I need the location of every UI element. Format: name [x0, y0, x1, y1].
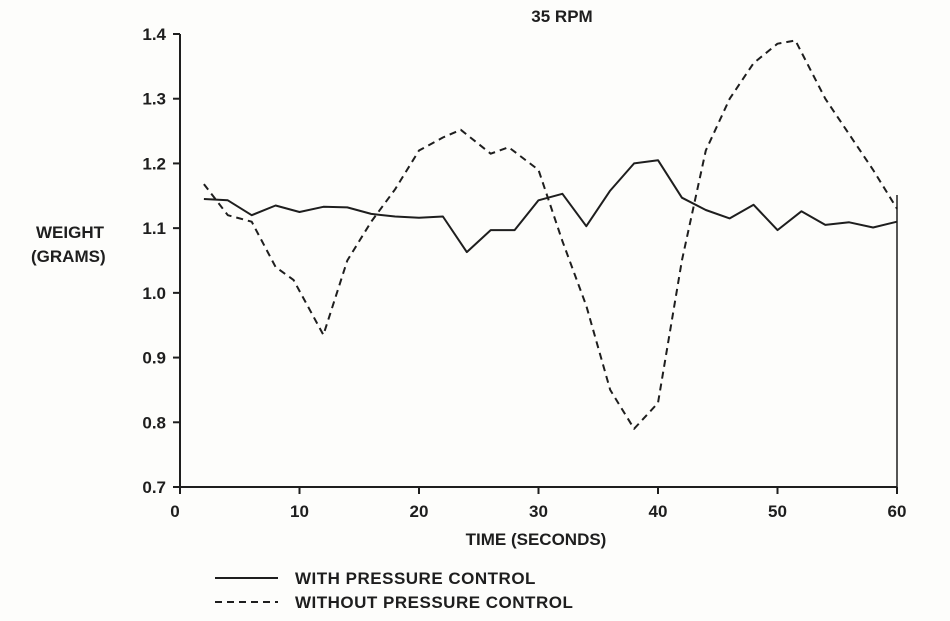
x-tick-label: 10	[290, 502, 309, 521]
y-tick-label: 1.2	[142, 154, 166, 173]
y-axis-label-line-1: WEIGHT	[36, 223, 105, 242]
series-group	[203, 39, 898, 430]
x-tick-label: 50	[768, 502, 787, 521]
y-tick-label: 1.3	[142, 90, 166, 109]
x-axis-ticks: 0 10 20 30 40 50 60	[170, 487, 906, 521]
chart-title: 35 RPM	[531, 7, 592, 26]
x-tick-label: 20	[410, 502, 429, 521]
y-axis-ticks: 0.7 0.8 0.9 1.0 1.1 1.2 1.3 1.4	[142, 25, 180, 497]
y-tick-label: 0.7	[142, 478, 166, 497]
x-tick-label: 40	[649, 502, 668, 521]
legend-label-without-pressure: WITHOUT PRESSURE CONTROL	[295, 593, 573, 612]
series-line-with-pressure-control	[203, 159, 898, 254]
series-line-without-pressure-control	[203, 39, 898, 430]
x-tick-label: 60	[888, 502, 907, 521]
axes	[179, 34, 898, 488]
x-tick-label: 0	[170, 502, 179, 521]
x-axis-label: TIME (SECONDS)	[466, 530, 607, 549]
y-tick-label: 0.8	[142, 413, 166, 432]
y-tick-label: 0.9	[142, 349, 166, 368]
x-tick-label: 30	[529, 502, 548, 521]
y-tick-label: 1.4	[142, 25, 166, 44]
legend-label-with-pressure: WITH PRESSURE CONTROL	[295, 569, 536, 588]
y-tick-label: 1.1	[142, 219, 166, 238]
y-tick-label: 1.0	[142, 284, 166, 303]
y-axis-label-line-2: (GRAMS)	[31, 247, 106, 266]
legend: WITH PRESSURE CONTROL WITHOUT PRESSURE C…	[215, 569, 573, 612]
